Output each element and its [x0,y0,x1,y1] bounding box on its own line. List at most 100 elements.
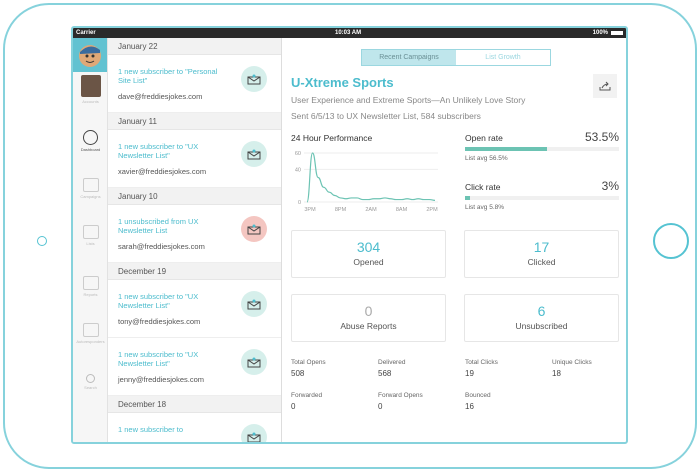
stat-value: 0 [291,402,296,411]
card-abuse-reports[interactable]: 0 Abuse Reports [291,294,446,342]
sidebar-item-label: Autoresponders [76,339,105,344]
mail-icon [241,141,267,167]
status-bar: Carrier 10:03 AM 100% [73,28,626,38]
home-button[interactable] [653,223,689,259]
tab-recent-campaigns[interactable]: Recent Campaigns [362,50,456,65]
open-rate: Open rate 53.5% List avg 56.5% [465,130,619,162]
date-header: January 22 [108,38,281,55]
battery-icon [611,31,623,35]
card-caption: Unsubscribed [515,321,568,331]
stat-label: Forwarded [291,392,323,399]
mailchimp-logo[interactable] [73,38,107,72]
share-button[interactable] [593,74,617,98]
activity-title: 1 new subscriber to "UX Newsletter List" [118,350,199,368]
y-tick-label: 40 [295,167,301,173]
activity-title: 1 new subscriber to [118,425,184,434]
stat-label: Forward Opens [378,392,423,399]
sidebar-item-autoresponders[interactable]: Autoresponders [73,323,108,344]
sidebar-item-label: Search [84,385,97,390]
mail-icon [241,291,267,317]
activity-email: dave@freddiesjokes.com [118,92,203,101]
page-indicator[interactable] [438,443,473,444]
sidebar-item-search[interactable]: Search [73,374,108,390]
sidebar-item-label: Dashboard [80,147,101,152]
stat-value: 16 [465,402,474,411]
stat-total-clicks: Total Clicks 19 [465,359,498,378]
list-item[interactable]: 1 unsubscribed from UX Newsletter List sa… [108,205,281,263]
stat-label: Bounced [465,392,491,399]
sidebar-item-label: Reports [83,292,98,297]
card-opened[interactable]: 304 Opened [291,230,446,278]
click-rate-label: Click rate [465,182,501,192]
mail-icon [241,424,267,442]
click-rate-avg: List avg 5.8% [465,204,505,211]
mail-icon [241,66,267,92]
campaign-sent-info: Sent 6/5/13 to UX Newsletter List, 584 s… [291,111,481,121]
x-tick-label: 2AM [365,207,377,213]
card-caption: Opened [353,257,384,267]
clock: 10:03 AM [335,30,362,36]
tab-list-growth[interactable]: List Growth [485,54,521,61]
click-rate: Click rate 3% List avg 5.8% [465,179,619,211]
open-rate-value: 53.5% [584,130,619,144]
card-number: 17 [533,239,550,255]
sidebar-item-label: Lists [86,241,95,246]
page-dot[interactable] [470,443,473,444]
document-icon [82,225,99,239]
click-rate-bar [465,196,619,200]
sidebar-item-reports[interactable]: Reports [73,276,108,297]
camera-icon [37,236,47,246]
sidebar-item-dashboard[interactable]: Dashboard [73,130,108,152]
date-header: December 19 [108,263,281,280]
page-dot[interactable] [438,443,441,444]
card-clicked[interactable]: 17 Clicked [464,230,619,278]
card-unsubscribed[interactable]: 6 Unsubscribed [464,294,619,342]
sidebar-item-lists[interactable]: Lists [73,225,108,246]
screen: Carrier 10:03 AM 100% Accounts Dashboard C… [71,26,628,444]
list-item[interactable]: 1 new subscriber to "Personal Site List"… [108,55,281,113]
bar-chart-icon [82,276,99,290]
sidebar-item-accounts[interactable]: Accounts [73,75,108,104]
monitor-icon [82,323,99,337]
activity-title: 1 new subscriber to "Personal Site List" [118,67,218,85]
stat-forwarded: Forwarded 0 [291,392,322,411]
list-item[interactable]: 1 new subscriber to [108,413,281,442]
activity-email: tony@freddiesjokes.com [118,317,201,326]
page-dot[interactable] [462,443,465,444]
click-rate-value: 3% [601,179,619,193]
page-dot[interactable] [446,443,449,444]
list-item[interactable]: 1 new subscriber to "UX Newsletter List"… [108,130,281,188]
activity-title: 1 new subscriber to "UX Newsletter List" [118,292,199,310]
stat-label: Delivered [378,359,406,366]
x-tick-label: 8AM [396,207,408,213]
stat-value: 18 [552,369,561,378]
share-icon [599,81,611,91]
envelope-icon [82,178,99,192]
series-line [306,152,436,203]
open-rate-avg: List avg 56.5% [465,155,508,162]
stat-delivered: Delivered 568 [378,359,405,378]
sidebar-item-label: Campaigns [80,194,101,199]
campaign-subtitle: User Experience and Extreme Sports—An Un… [291,95,526,105]
stat-bounced: Bounced 16 [465,392,491,411]
mail-icon [241,349,267,375]
activity-email: sarah@freddiesjokes.com [118,242,205,251]
stat-value: 19 [465,369,474,378]
date-header: January 10 [108,188,281,205]
page-dot[interactable] [454,443,457,444]
campaign-title: U-Xtreme Sports [291,75,394,90]
activity-title: 1 unsubscribed from UX Newsletter List [118,217,199,235]
x-tick-label: 2PM [426,207,438,213]
stat-forward-opens: Forward Opens 0 [378,392,423,411]
stat-value: 568 [378,369,392,378]
card-caption: Abuse Reports [340,321,397,331]
x-tick-label: 8PM [335,207,347,213]
list-item[interactable]: 1 new subscriber to "UX Newsletter List"… [108,338,281,396]
list-item[interactable]: 1 new subscriber to "UX Newsletter List"… [108,280,281,338]
x-tick-label: 3PM [304,207,316,213]
activity-email: xavier@freddiesjokes.com [118,167,207,176]
activity-list[interactable]: January 22 1 new subscriber to "Personal … [108,38,282,442]
sidebar-item-campaigns[interactable]: Campaigns [73,178,108,199]
stat-label: Total Opens [291,359,326,366]
segmented-tabs: Recent Campaigns List Growth [361,49,551,66]
